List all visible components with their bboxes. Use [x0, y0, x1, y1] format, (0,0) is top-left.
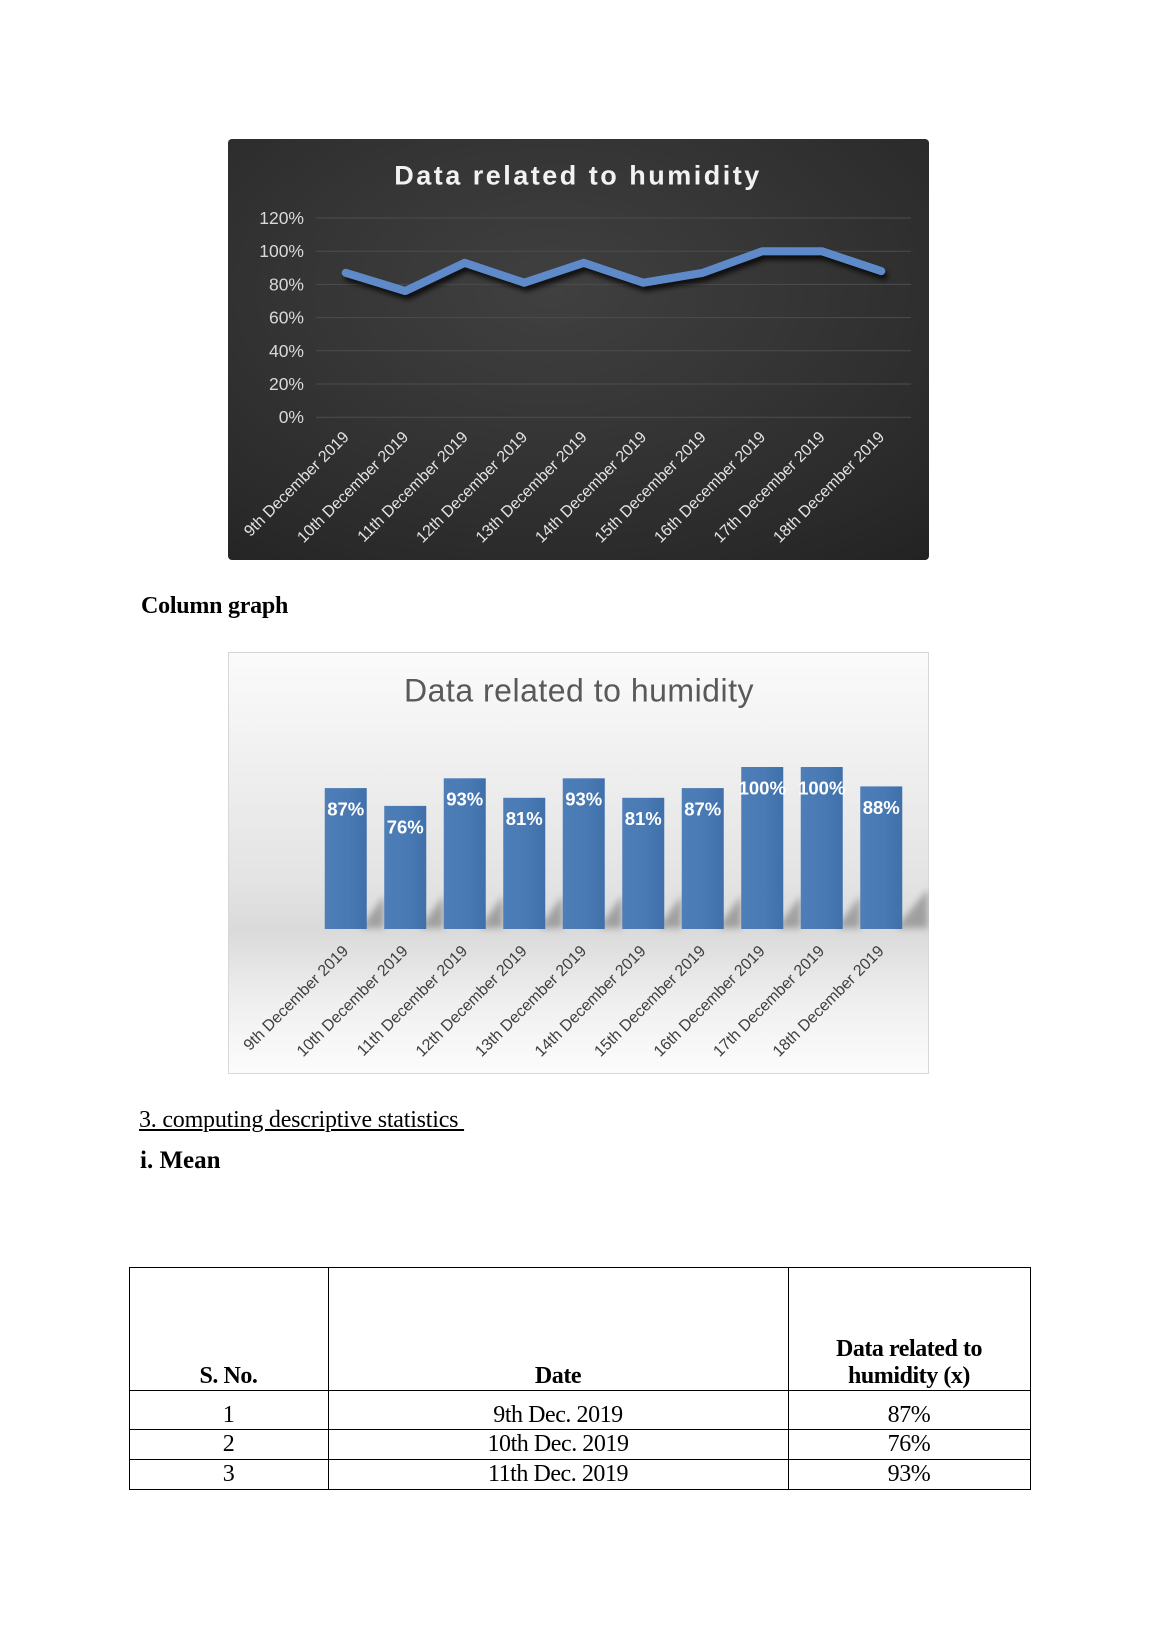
- svg-text:Data related to humidity: Data related to humidity: [404, 672, 754, 708]
- svg-text:81%: 81%: [506, 808, 543, 829]
- svg-text:0%: 0%: [279, 407, 304, 427]
- svg-text:100%: 100%: [798, 777, 845, 798]
- svg-text:40%: 40%: [269, 341, 304, 361]
- svg-text:87%: 87%: [684, 799, 721, 820]
- svg-text:Data related to humidity: Data related to humidity: [394, 161, 762, 191]
- svg-text:81%: 81%: [625, 808, 662, 829]
- svg-text:20%: 20%: [269, 374, 304, 394]
- svg-text:76%: 76%: [387, 816, 424, 837]
- svg-text:100%: 100%: [739, 777, 786, 798]
- svg-text:93%: 93%: [565, 789, 602, 810]
- svg-text:60%: 60%: [269, 308, 304, 328]
- svg-text:87%: 87%: [327, 799, 364, 820]
- svg-text:80%: 80%: [269, 274, 304, 294]
- svg-text:88%: 88%: [863, 797, 900, 818]
- svg-text:93%: 93%: [446, 789, 483, 810]
- svg-text:120%: 120%: [259, 208, 304, 228]
- svg-text:100%: 100%: [259, 241, 304, 261]
